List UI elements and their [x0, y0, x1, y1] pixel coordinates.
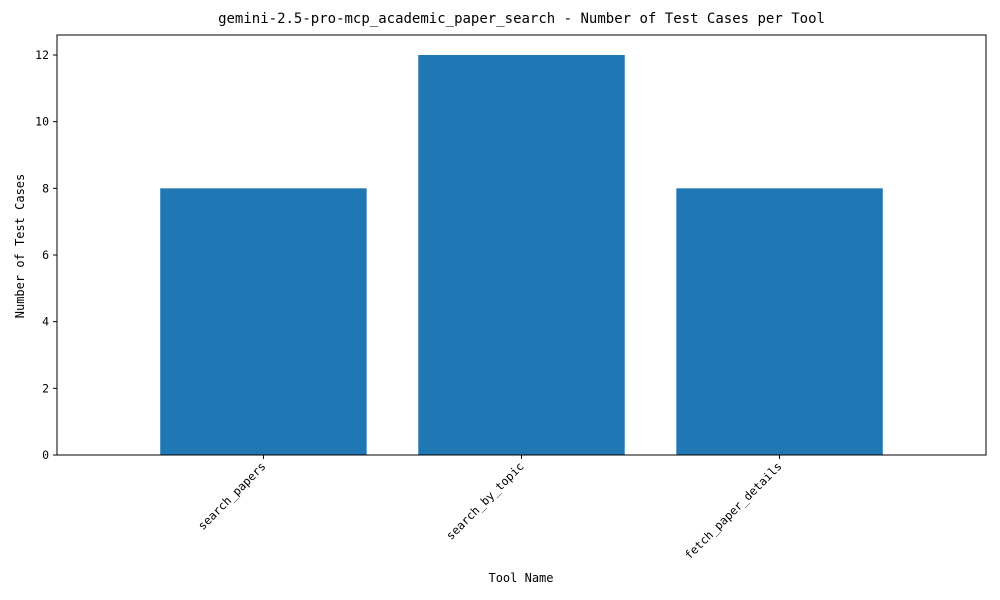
y-tick-label: 12 — [35, 48, 49, 62]
bars-group — [160, 55, 883, 456]
y-tick-label: 0 — [42, 448, 49, 462]
x-tick-label-search_papers: search_papers — [195, 459, 269, 533]
y-tick-label: 2 — [42, 381, 49, 395]
y-tick-label: 10 — [35, 115, 49, 129]
bar-search_by_topic — [418, 55, 625, 455]
y-axis: 0 2 4 6 8 10 12 — [35, 48, 57, 462]
x-axis: search_papers search_by_topic fetch_paper_… — [195, 455, 785, 562]
y-axis-label: Number of Test Cases — [13, 174, 27, 319]
x-tick-label-search_by_topic: search_by_topic — [443, 459, 526, 542]
chart-title: gemini-2.5-pro-mcp_academic_paper_search… — [218, 11, 825, 27]
bar-fetch_paper_details — [676, 188, 883, 456]
x-axis-label: Tool Name — [488, 571, 553, 585]
y-tick-label: 8 — [42, 181, 49, 195]
y-tick-label: 6 — [42, 248, 49, 262]
plot-frame — [56, 34, 987, 456]
bar-search_papers — [160, 188, 367, 456]
x-tick-label-fetch_paper_details: fetch_paper_details — [682, 459, 785, 562]
y-tick-label: 4 — [42, 315, 49, 329]
